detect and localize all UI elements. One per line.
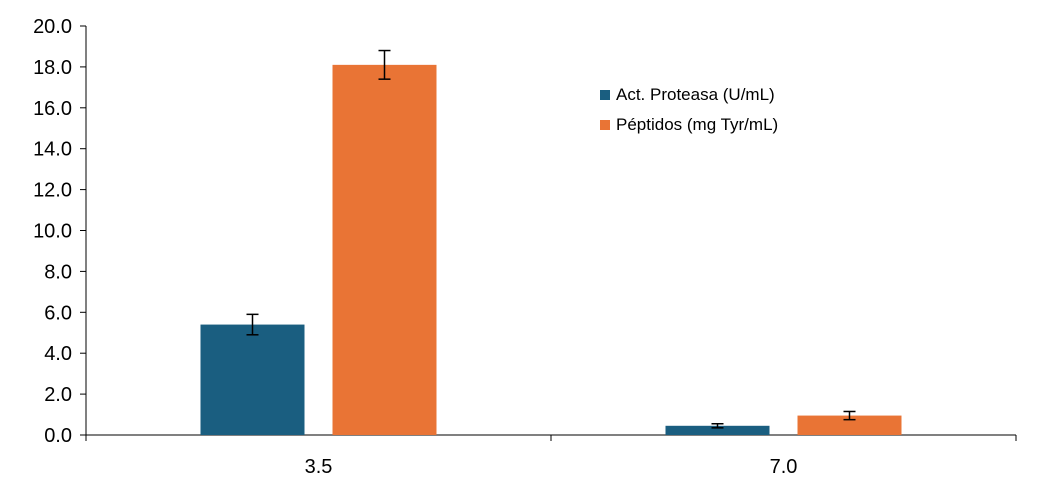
y-tick-label: 20.0 xyxy=(33,16,72,38)
y-tick-label: 10.0 xyxy=(33,221,72,243)
legend-item-protease: Act. Proteasa (U/mL) xyxy=(600,80,778,110)
legend-item-peptides: Péptidos (mg Tyr/mL) xyxy=(600,110,778,140)
y-tick-label: 18.0 xyxy=(33,57,72,79)
legend-label-protease: Act. Proteasa (U/mL) xyxy=(616,85,775,104)
x-tick-label: 3.5 xyxy=(305,456,333,478)
x-tick-label: 7.0 xyxy=(770,456,798,478)
y-tick-label: 4.0 xyxy=(44,343,72,365)
y-tick-label: 2.0 xyxy=(44,384,72,406)
legend-swatch-peptides xyxy=(600,120,610,130)
y-tick-label: 0.0 xyxy=(44,425,72,447)
legend-swatch-protease xyxy=(600,90,610,100)
y-tick-label: 14.0 xyxy=(33,139,72,161)
y-tick-label: 6.0 xyxy=(44,302,72,324)
y-tick-label: 16.0 xyxy=(33,98,72,120)
bar xyxy=(200,324,305,435)
legend: Act. Proteasa (U/mL) Péptidos (mg Tyr/mL… xyxy=(600,80,778,140)
y-tick-label: 8.0 xyxy=(44,261,72,283)
legend-label-peptides: Péptidos (mg Tyr/mL) xyxy=(616,115,779,134)
bar xyxy=(797,415,902,435)
bar xyxy=(332,64,437,435)
y-tick-label: 12.0 xyxy=(33,180,72,202)
bar xyxy=(665,425,770,435)
